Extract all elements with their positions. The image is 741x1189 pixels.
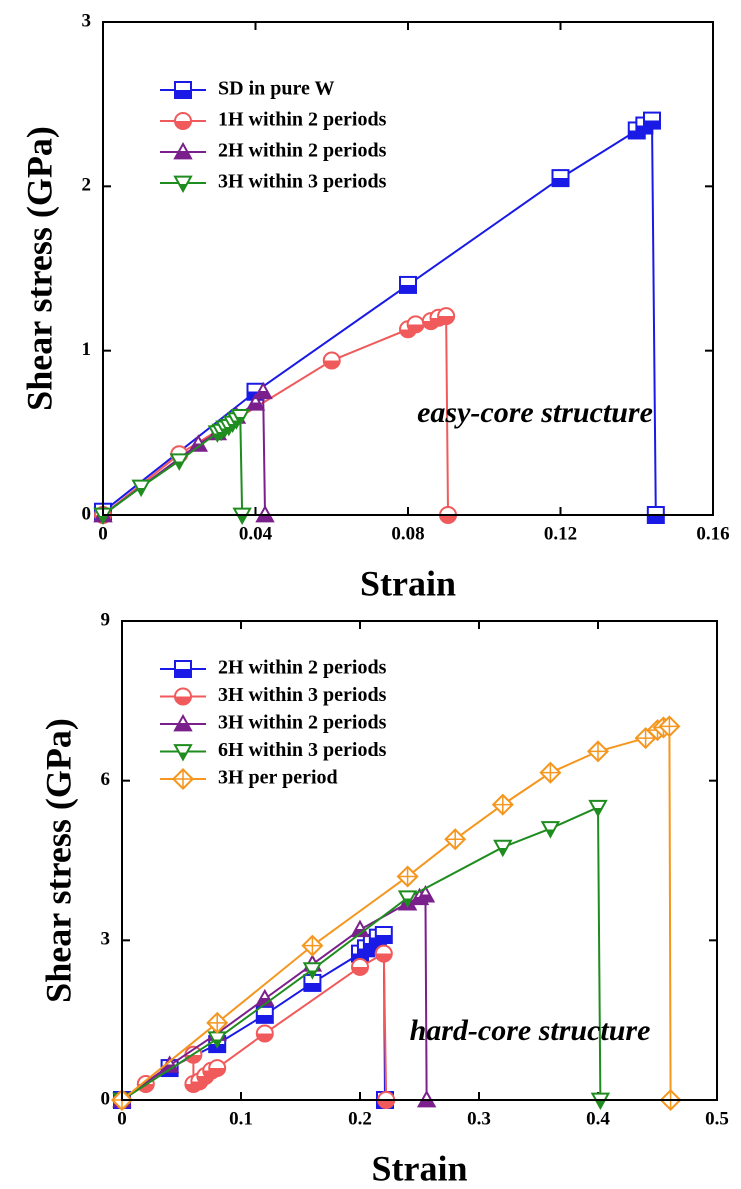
marker [406,315,425,334]
marker [396,865,419,888]
marker [174,687,192,706]
marker [173,744,193,762]
legend-label: 3H within 2 periods [218,712,387,734]
marker [493,839,513,858]
marker [173,713,193,732]
legend-label: 2H within 2 periods [218,140,387,162]
marker [206,1011,229,1034]
marker [208,1059,227,1078]
x-tick-label: 0.16 [696,523,729,544]
marker-cross [540,763,560,783]
series-line [121,951,388,1101]
marker [399,275,417,294]
legend-label: 3H per period [218,767,338,789]
x-tick-label: 0.5 [705,1108,729,1129]
legend-label: 3H within 3 periods [218,684,387,706]
marker [351,957,369,976]
marker-cross [207,1013,227,1033]
marker-cross [659,716,679,736]
x-tick-label: 0.3 [467,1108,491,1129]
marker [174,81,192,99]
x-tick-label: 0.12 [544,523,577,544]
marker [255,1005,274,1024]
marker [174,112,192,130]
marker [173,141,193,160]
x-tick-label: 0.4 [586,1108,610,1129]
legend-label: 2H within 2 periods [218,657,387,679]
y-tick-label: 6 [101,769,111,790]
marker [540,821,561,839]
marker [491,793,514,816]
marker-cross [445,829,465,849]
y-axis-label: Shear stress (GPa) [38,718,78,1003]
marker [551,169,570,188]
marker [658,715,681,738]
marker [171,767,195,791]
marker [230,409,250,427]
x-axis-label: Strain [371,1148,467,1188]
y-tick-label: 2 [82,175,92,196]
x-tick-label: 0 [98,523,108,544]
y-tick-label: 9 [101,609,111,630]
marker [302,962,323,980]
y-tick-label: 3 [101,929,111,950]
marker [245,393,266,411]
marker-cross [588,741,608,761]
marker [397,890,418,908]
x-axis-label: Strain [360,563,456,603]
marker-cross [636,728,656,748]
legend-label: SD in pure W [218,78,335,100]
marker [374,944,393,963]
annotation: easy-core structure [417,396,653,429]
annotation: hard-core structure [410,1014,651,1047]
marker [643,111,661,130]
marker-cross [302,936,322,956]
marker [174,660,192,678]
x-tick-label: 0.1 [229,1108,253,1129]
x-tick-label: 0.2 [348,1108,372,1129]
x-tick-label: 0.04 [239,523,273,544]
plot-frame [121,620,718,1101]
marker [444,828,467,851]
marker [350,919,370,938]
x-tick-label: 0 [117,1108,127,1129]
marker [588,799,608,818]
marker [253,381,273,400]
legend-label: 6H within 3 periods [218,739,387,761]
x-tick-label: 0.08 [391,523,424,544]
y-tick-label: 0 [101,1088,111,1109]
y-tick-label: 0 [82,503,92,524]
marker [173,175,193,194]
plot-frame [102,21,714,516]
marker [374,926,393,945]
marker [255,1024,274,1043]
marker [437,307,456,326]
marker-cross [398,866,418,887]
marker-cross [173,769,193,789]
y-axis-label: Shear stress (GPa) [19,126,59,411]
marker [301,934,324,957]
marker [131,479,151,498]
legend-label: 1H within 2 periods [218,109,387,131]
y-tick-label: 3 [82,10,92,31]
y-tick-label: 1 [82,339,92,360]
marker [415,885,436,903]
marker [169,453,189,471]
series-line [102,314,450,516]
marker [539,761,562,784]
series-line [121,805,602,1101]
marker [322,351,341,370]
legend-label: 3H within 3 periods [218,171,387,193]
marker-cross [493,795,513,815]
marker [586,740,610,763]
